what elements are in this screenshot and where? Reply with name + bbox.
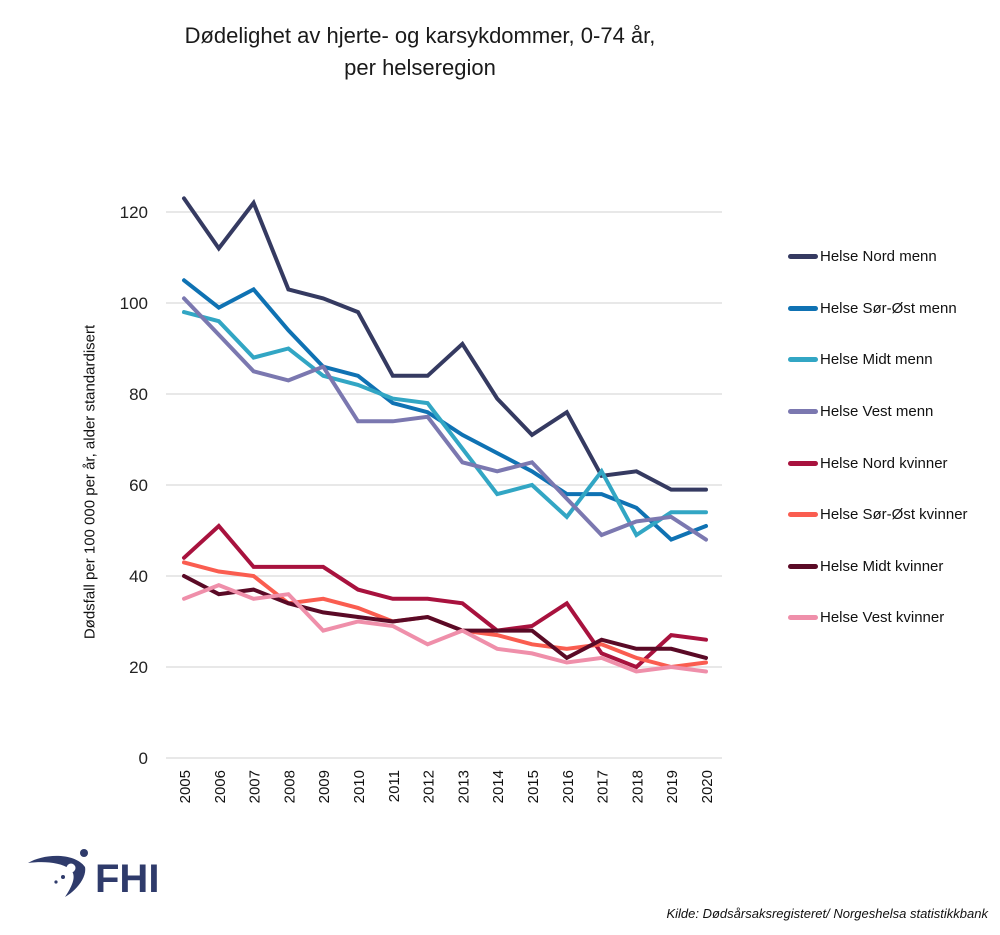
y-tick-label: 60 (129, 476, 148, 495)
chart-title-line-2: per helseregion (344, 55, 496, 80)
x-tick-label: 2014 (490, 770, 507, 803)
series-lines (182, 196, 708, 674)
gridlines (166, 211, 722, 759)
legend-swatch (788, 409, 818, 415)
fhi-logo-dot-tiny-icon (54, 880, 58, 884)
y-tick-label: 80 (129, 385, 148, 404)
x-tick-label: 2012 (421, 770, 438, 803)
x-tick-label: 2009 (316, 770, 333, 803)
legend-label: Helse Sør-Øst kvinner (820, 506, 968, 524)
series-line-4 (182, 296, 708, 542)
legend-label: Helse Sør-Øst menn (820, 299, 957, 317)
x-tick-label: 2019 (664, 770, 681, 803)
x-tick-label: 2006 (212, 770, 229, 803)
fhi-logo-text: FHI (95, 857, 159, 900)
series-line-7 (182, 574, 708, 661)
legend-label: Helse Vest kvinner (820, 609, 945, 627)
legend-swatch (788, 563, 818, 569)
fhi-logo-swoosh-icon (28, 855, 86, 897)
series-line-3 (182, 310, 708, 538)
fhi-logo-dot-head-icon (80, 849, 88, 857)
x-tick-label: 2015 (525, 770, 542, 803)
x-axis-ticks: 2005 2006 2007 2008 2009 2010 2011 2012 2013 2014… (177, 770, 716, 803)
legend-item: Helse Midt menn (788, 334, 968, 386)
source-note: Kilde: Dødsårsaksregisteret/ Norgeshelsa… (666, 906, 988, 921)
legend-label: Helse Nord menn (820, 248, 937, 266)
fhi-logo: FHI (28, 849, 159, 900)
legend-item: Helse Vest menn (788, 386, 968, 438)
fhi-logo-dot-small-icon (61, 875, 65, 879)
legend-item: Helse Midt kvinner (788, 541, 968, 593)
legend-swatch (788, 305, 818, 311)
series-line-6 (182, 560, 708, 670)
legend-item: Helse Nord kvinner (788, 437, 968, 489)
legend-swatch (788, 512, 818, 518)
x-tick-label: 2017 (595, 770, 612, 803)
series-line-5 (182, 523, 708, 670)
legend-swatch (788, 357, 818, 363)
y-tick-label: 100 (120, 294, 148, 313)
legend-label: Helse Nord kvinner (820, 454, 948, 472)
x-tick-label: 2007 (247, 770, 264, 803)
series-line-2 (182, 278, 708, 542)
y-axis-label: Dødsfall per 100 000 per år, alder stand… (81, 324, 99, 640)
legend-item: Helse Nord menn (788, 231, 968, 283)
y-axis-ticks: 0 20 40 60 80 100 120 (120, 203, 148, 768)
legend-swatch (788, 615, 818, 621)
x-tick-label: 2013 (455, 770, 472, 803)
x-tick-label: 2010 (351, 770, 368, 803)
x-tick-label: 2018 (629, 770, 646, 803)
legend: Helse Nord menn Helse Sør-Øst menn Helse M… (788, 231, 968, 644)
x-tick-label: 2008 (281, 770, 298, 803)
legend-item: Helse Vest kvinner (788, 592, 968, 644)
legend-item: Helse Sør-Øst kvinner (788, 489, 968, 541)
x-tick-label: 2016 (560, 770, 577, 803)
x-tick-label: 2011 (386, 770, 403, 802)
y-tick-label: 40 (129, 567, 148, 586)
legend-label: Helse Vest menn (820, 403, 934, 421)
y-tick-label: 0 (139, 749, 148, 768)
series-line-1 (182, 196, 708, 492)
legend-swatch (788, 460, 818, 466)
x-tick-label: 2005 (177, 770, 194, 803)
legend-label: Helse Midt kvinner (820, 557, 944, 575)
legend-swatch (788, 254, 818, 260)
legend-item: Helse Sør-Øst menn (788, 283, 968, 335)
series-line-8 (182, 582, 708, 674)
y-tick-label: 20 (129, 658, 148, 677)
fhi-logo-dot-large-icon (66, 863, 76, 873)
chart-title-line-1: Dødelighet av hjerte- og karsykdommer, 0… (184, 23, 656, 48)
x-tick-label: 2020 (699, 770, 716, 803)
legend-label: Helse Midt menn (820, 351, 933, 369)
chart-title: Dødelighet av hjerte- og karsykdommer, 0… (0, 20, 840, 84)
y-tick-label: 120 (120, 203, 148, 222)
